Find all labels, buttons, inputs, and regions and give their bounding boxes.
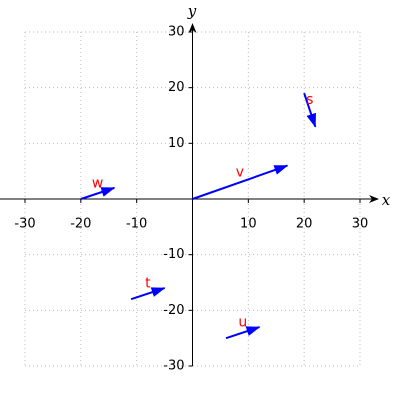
vector-arrow — [303, 92, 317, 128]
vector-arrow — [192, 164, 289, 200]
y-axis-label: y — [187, 2, 197, 20]
vector-arrow — [80, 186, 116, 200]
x-axis-label: x — [382, 191, 391, 209]
y-tick-label: -20 — [163, 303, 184, 318]
x-tick-label: 10 — [240, 217, 257, 232]
y-tick-label: -10 — [163, 247, 184, 262]
x-tick-label: -10 — [126, 217, 147, 232]
y-tick-label: -30 — [163, 359, 184, 374]
y-tick-label: 30 — [168, 25, 185, 40]
vector-arrow — [225, 326, 261, 340]
vector-label: w — [92, 175, 103, 191]
vector-label: s — [306, 92, 313, 108]
vector-label: v — [236, 164, 244, 180]
vector-arrow — [130, 287, 166, 301]
x-tick-label: 30 — [352, 217, 369, 232]
y-tick-label: 10 — [168, 136, 185, 151]
vector-label: u — [238, 315, 247, 331]
x-tick-label: -20 — [70, 217, 91, 232]
x-tick-label: 20 — [296, 217, 313, 232]
vector-label: t — [145, 276, 151, 292]
y-tick-label: 20 — [168, 80, 185, 95]
x-tick-label: -30 — [14, 217, 35, 232]
